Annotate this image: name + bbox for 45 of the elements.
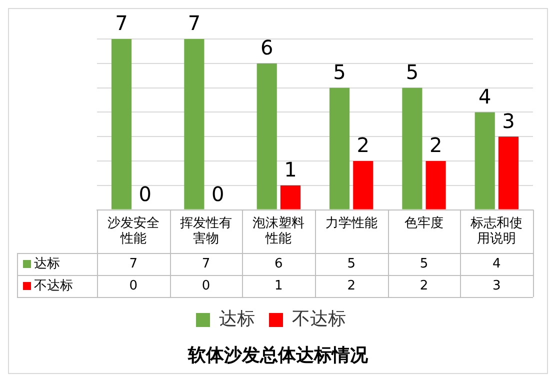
bar (353, 161, 374, 210)
data-label: 0 (202, 278, 210, 294)
x-tick-label: 力学性能 (325, 216, 378, 231)
text: 4 (478, 84, 492, 108)
data-label: 6 (274, 256, 283, 272)
data-label: 2 (347, 278, 356, 294)
legend-label: 不达标 (292, 308, 346, 330)
text: 2 (356, 133, 370, 158)
data-label: 4 (492, 256, 501, 272)
data-label: 3 (492, 278, 501, 294)
text: 5 (333, 60, 346, 84)
text: 0 (211, 182, 224, 206)
x-tick-label: 色牢度 (404, 214, 444, 231)
data-label: 7 (202, 256, 210, 272)
x-tick-label: 标志和使用说明 (470, 216, 523, 247)
data-label: 5 (420, 256, 428, 272)
x-tick-label: 沙发安全性能 (107, 214, 160, 247)
x-tick-label: 挥发性有害物 (180, 216, 232, 247)
text: 达标 (219, 308, 255, 330)
data-label: 0 (129, 278, 138, 294)
text: 3 (502, 108, 515, 133)
text: 软体沙发总体达标情况 (186, 344, 369, 368)
bar (402, 88, 422, 210)
text: 0 (138, 182, 152, 206)
text: 6 (260, 36, 274, 60)
bar (184, 39, 204, 210)
data-label: 2 (420, 278, 428, 294)
text: 2 (429, 133, 442, 158)
bar (474, 112, 495, 210)
bar (256, 63, 277, 210)
text: 不达标 (34, 278, 73, 294)
data-label: 5 (347, 256, 356, 272)
text: 1 (284, 158, 297, 182)
data-label: 7 (129, 256, 138, 272)
bar (280, 185, 301, 210)
bar (426, 161, 446, 210)
bar (111, 39, 132, 210)
bar (498, 136, 519, 210)
data-label: 1 (274, 278, 283, 294)
text: 7 (188, 11, 201, 36)
legend-label: 达标 (34, 256, 60, 272)
text: 7 (115, 11, 128, 36)
bar (329, 88, 350, 210)
text: 5 (406, 60, 419, 84)
x-tick-label: 泡沫塑料性能 (252, 214, 305, 247)
